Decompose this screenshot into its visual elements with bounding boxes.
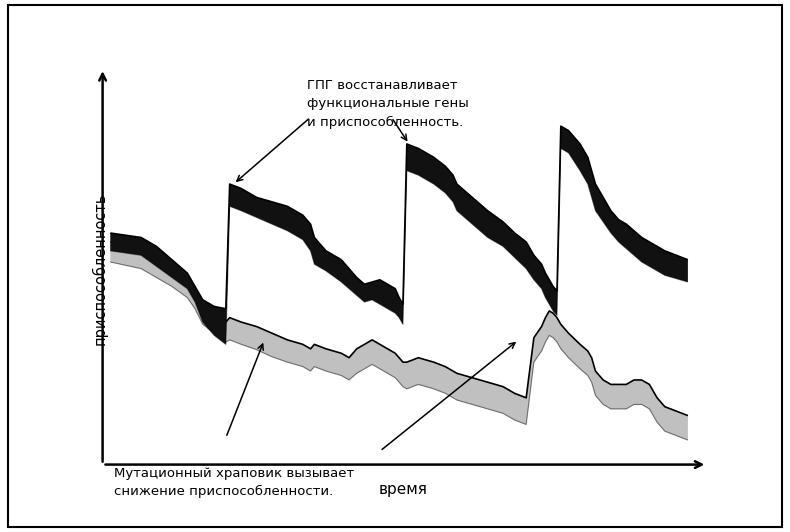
Polygon shape (111, 126, 688, 344)
Polygon shape (111, 242, 688, 440)
Text: ГПГ восстанавливает
функциональные гены
и приспособленность.: ГПГ восстанавливает функциональные гены … (307, 79, 468, 129)
Text: приспособленность: приспособленность (92, 193, 107, 345)
Text: Мутационный храповик вызывает
снижение приспособленности.: Мутационный храповик вызывает снижение п… (114, 467, 354, 498)
Text: время: время (378, 481, 427, 496)
